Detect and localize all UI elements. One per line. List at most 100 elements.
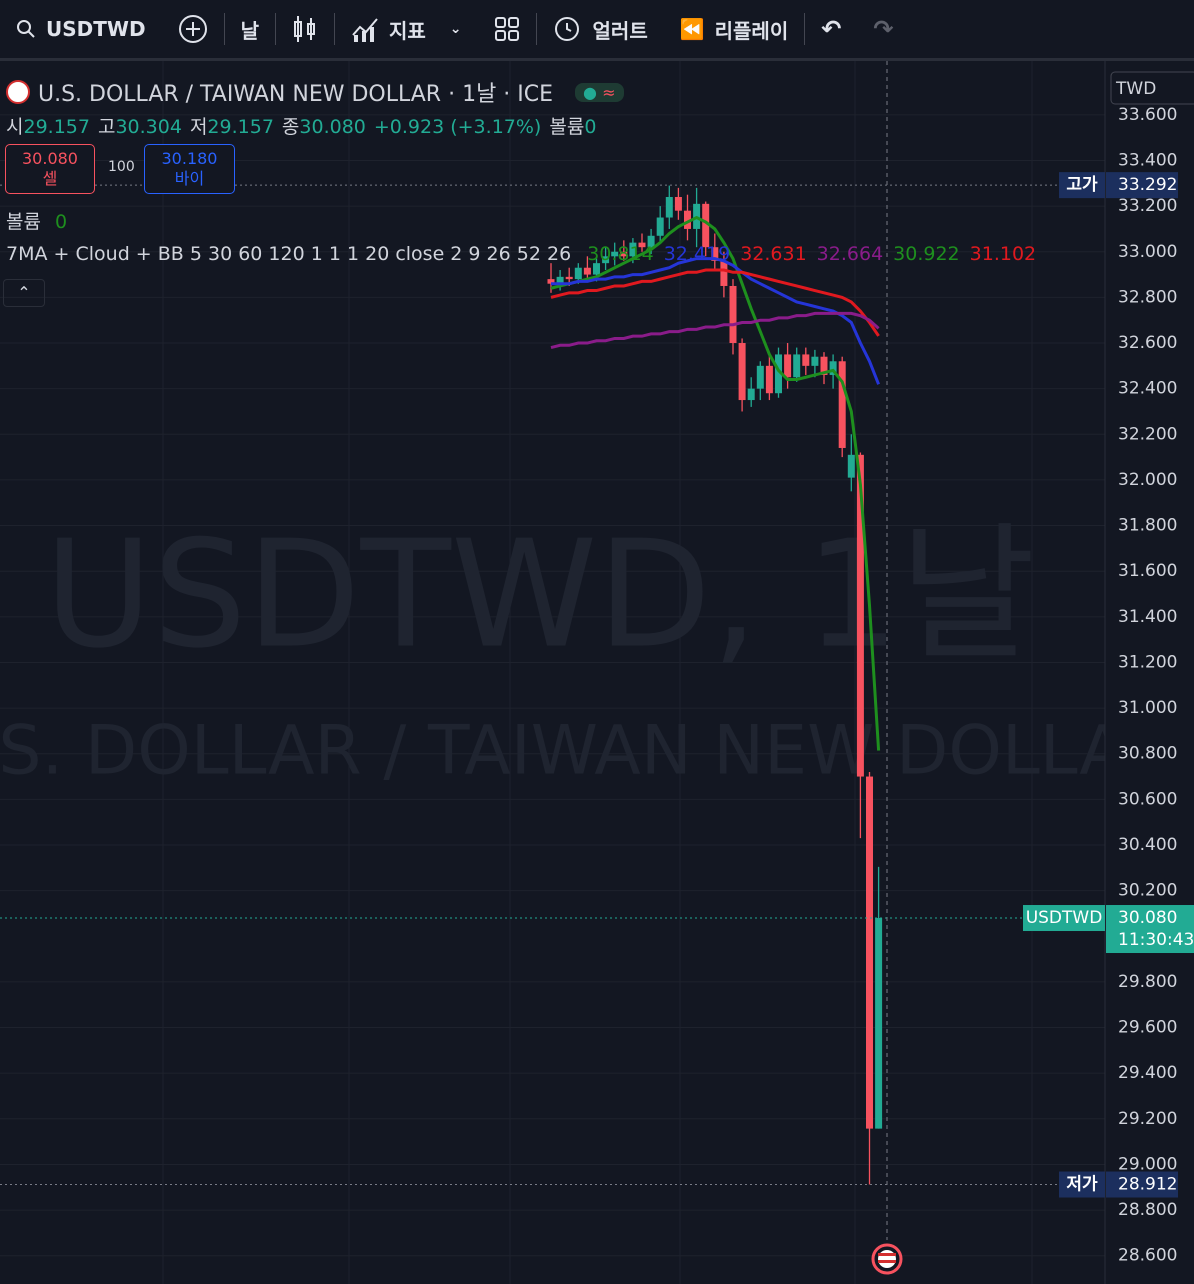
price-value-box — [1106, 172, 1178, 199]
ohlc-value: 29.157 — [23, 116, 90, 138]
ohlc-label: 종 — [281, 116, 300, 138]
indicators: 지표 — [388, 18, 426, 43]
candle-body — [784, 354, 792, 378]
alert-button[interactable]: 얼러트 — [537, 9, 664, 49]
price-value-box — [1106, 1171, 1178, 1198]
candle-body — [674, 196, 682, 211]
y-tick-label: 32.600 — [1118, 333, 1177, 353]
buy-label: 바이 — [174, 169, 205, 188]
candle-body — [838, 361, 846, 448]
candle-body — [747, 388, 755, 401]
y-tick-label: 33.200 — [1118, 196, 1177, 216]
candle-body — [638, 242, 646, 248]
volume-legend: 볼륨 0 — [6, 207, 67, 234]
moving-average — [550, 268, 880, 337]
y-tick-label: 32.000 — [1118, 470, 1177, 490]
interval-button[interactable]: 날 — [225, 9, 275, 49]
undo-button[interactable]: ↶ — [805, 9, 857, 49]
ohlc-value: 30.304 — [115, 116, 182, 138]
currency-button[interactable] — [1110, 71, 1194, 105]
replay-button[interactable]: ⏪ 리플레이 — [664, 9, 805, 49]
candle-body — [556, 276, 564, 284]
indicator-value: 30.922 — [893, 243, 960, 265]
symbol-search[interactable]: USDTWD — [0, 9, 162, 49]
sell-price: 30.080 — [22, 149, 78, 168]
y-tick-label: 30.800 — [1118, 744, 1177, 764]
candle-body — [756, 365, 764, 389]
candle-body — [583, 267, 591, 275]
moving-average — [551, 257, 880, 385]
candle-body — [866, 776, 873, 1129]
event-flag[interactable] — [871, 1243, 903, 1275]
redo-button[interactable]: ↷ — [857, 9, 909, 49]
indicator-value: 32.664 — [816, 243, 884, 265]
volume-label: 볼륨 — [549, 116, 585, 138]
separator — [274, 13, 276, 45]
countdown: 11:30:43 — [1118, 930, 1194, 950]
candle-body — [611, 251, 619, 257]
volume-value: 0 — [55, 211, 68, 233]
chart-type-button[interactable] — [276, 9, 334, 49]
y-tick-label: 30.400 — [1118, 835, 1177, 855]
y-tick-label: 31.000 — [1118, 698, 1177, 718]
sell-button[interactable]: 30.080 셀 — [5, 144, 95, 194]
plus-icon — [178, 15, 207, 43]
interval: 날 — [240, 18, 259, 43]
candle-body — [711, 247, 719, 261]
indicator-value: 30.814 — [587, 243, 654, 265]
indicator-name: 7MA + Cloud + BB 5 30 60 120 1 1 1 20 cl… — [6, 243, 572, 265]
plot-area — [0, 61, 1105, 1284]
y-tick-label: 31.800 — [1118, 516, 1177, 536]
y-tick-label: 29.400 — [1118, 1063, 1177, 1083]
price-line-label-box — [1023, 905, 1105, 932]
candle-body — [593, 263, 600, 275]
y-tick-label: 33.400 — [1118, 150, 1177, 170]
y-tick-label: 33.000 — [1118, 242, 1177, 262]
y-tick-label: 29.800 — [1118, 972, 1177, 992]
alert-icon — [554, 17, 579, 41]
indicator-legend: 7MA + Cloud + BB 5 30 60 120 1 1 1 20 cl… — [6, 243, 1036, 265]
indicators-button[interactable]: 지표 ⌄ — [335, 9, 478, 49]
ohlc-label: 고 — [97, 116, 116, 138]
quantity: 100 — [108, 159, 135, 175]
y-tick-label: 28.600 — [1118, 1246, 1177, 1266]
moving-average — [550, 311, 880, 350]
candle-body — [702, 203, 710, 248]
compare-button[interactable] — [162, 9, 224, 49]
buy-button[interactable]: 30.180 바이 — [144, 144, 235, 194]
replay-icon: ⏪ — [679, 17, 705, 41]
flag-stripe — [878, 1253, 896, 1256]
candle-body — [793, 354, 801, 378]
y-tick-label: 32.800 — [1118, 287, 1177, 307]
indicator-value: 32.419 — [663, 243, 731, 265]
y-tick-label: 30.200 — [1118, 881, 1177, 901]
y-tick-label: 32.200 — [1118, 424, 1177, 444]
change: +0.923 (+3.17%) — [373, 116, 542, 138]
status-badge: ● ≈ — [575, 82, 624, 102]
separator — [223, 13, 225, 45]
watermark-name: U.S. DOLLAR / TAIWAN NEW DOLLAR — [0, 712, 1173, 791]
watermark-symbol: USDTWD, 1날 — [44, 509, 1035, 681]
indicator-value: 31.102 — [969, 243, 1037, 265]
candle-icon — [293, 16, 315, 42]
moving-average — [550, 215, 881, 751]
candle-body — [775, 354, 782, 394]
vertical-grid — [162, 61, 1033, 1284]
candle-body — [720, 260, 728, 286]
price-line-label: 저가 — [1066, 1175, 1098, 1195]
candle-body — [802, 354, 810, 366]
collapse-button[interactable]: ⌃ — [3, 279, 45, 307]
toolbar: USDTWD 날 지표 ⌄ 얼러트 ⏪ 리플레이 ↶ ↷ — [0, 0, 1194, 61]
indicator-value: 32.631 — [740, 243, 807, 265]
candle-body — [765, 365, 773, 394]
price-line-label-box — [1059, 172, 1105, 199]
y-tick-label: 31.400 — [1118, 607, 1177, 627]
legend-ohlc: 시29.157 고30.304 저29.157 종30.080 +0.923 (+3.1… — [6, 112, 596, 139]
layout-button[interactable] — [478, 9, 536, 49]
y-tick-label: 29.000 — [1118, 1154, 1177, 1174]
candle-body — [574, 267, 582, 280]
buy-price: 30.180 — [161, 149, 218, 168]
candle-body — [684, 210, 691, 229]
